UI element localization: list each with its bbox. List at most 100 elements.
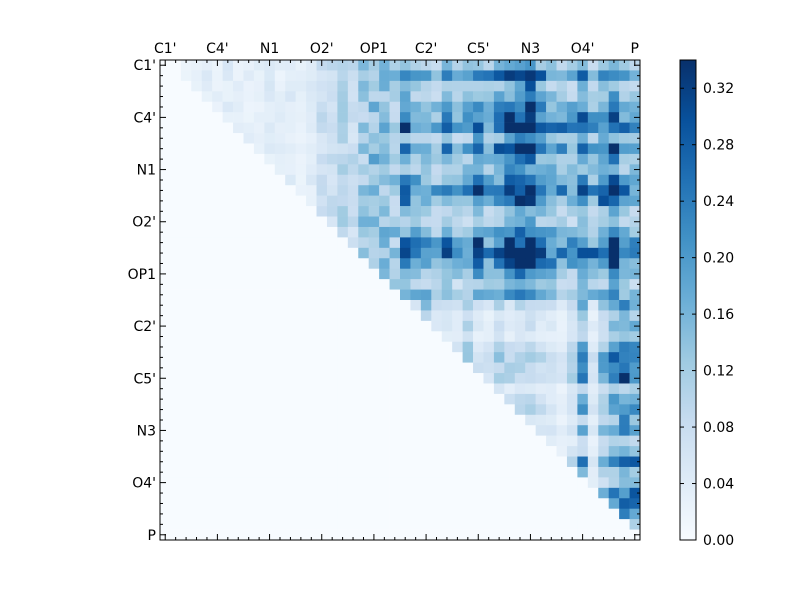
heatmap-cell (400, 80, 411, 92)
heatmap-cell (514, 60, 526, 71)
heatmap-cell (264, 133, 276, 144)
heatmap-cell (160, 237, 171, 249)
heatmap-cell (619, 300, 630, 311)
heatmap-cell (253, 143, 265, 155)
heatmap-cell (566, 258, 578, 269)
heatmap-cell (514, 80, 526, 92)
heatmap-cell (431, 331, 443, 343)
heatmap-cell (587, 466, 599, 478)
heatmap-cell (253, 289, 265, 301)
heatmap-cell (566, 237, 578, 249)
heatmap-cell (431, 519, 443, 530)
heatmap-cell (243, 414, 255, 426)
heatmap-cell (274, 60, 286, 71)
heatmap-cell (295, 414, 307, 426)
heatmap-cell (253, 341, 265, 353)
heatmap-cell (410, 425, 422, 436)
heatmap-cell (462, 226, 474, 238)
heatmap-cell (253, 456, 265, 468)
heatmap-cell (598, 487, 609, 499)
heatmap-cell (525, 153, 536, 165)
heatmap-cell (358, 310, 369, 322)
heatmap-cell (525, 247, 536, 259)
heatmap-cell (170, 143, 182, 155)
heatmap-cell (535, 101, 547, 113)
heatmap-cell (473, 268, 484, 280)
heatmap-cell (566, 300, 578, 311)
heatmap-cell (556, 195, 568, 207)
heatmap-cell (160, 122, 171, 134)
heatmap-cell (358, 435, 369, 447)
heatmap-cell (556, 279, 568, 290)
heatmap-cell (337, 206, 349, 217)
heatmap-cell (222, 206, 234, 217)
heatmap-cell (566, 101, 578, 113)
heatmap-cell (326, 185, 338, 196)
heatmap-cell (462, 529, 474, 541)
heatmap-cell (587, 477, 599, 489)
heatmap-cell (598, 112, 609, 123)
heatmap-cell (629, 80, 641, 92)
heatmap-cell (504, 112, 516, 123)
heatmap-cell (598, 60, 609, 71)
heatmap-cell (316, 185, 328, 196)
heatmap-cell (462, 331, 474, 343)
heatmap-cell (347, 70, 359, 82)
heatmap-cell (556, 300, 568, 311)
heatmap-cell (379, 279, 390, 290)
heatmap-cell (285, 143, 296, 155)
heatmap-cell (462, 279, 474, 290)
heatmap-cell (274, 268, 286, 280)
heatmap-cell (160, 331, 171, 343)
heatmap-cell (514, 206, 526, 217)
heatmap-cell (316, 383, 328, 395)
heatmap-cell (504, 373, 516, 384)
heatmap-cell (431, 446, 443, 457)
heatmap-cell (452, 331, 463, 343)
heatmap-cell (546, 466, 557, 478)
heatmap-cell (253, 268, 265, 280)
heatmap-cell (629, 487, 641, 499)
heatmap-cell (326, 300, 338, 311)
heatmap-cell (577, 101, 589, 113)
heatmap-cell (535, 425, 547, 436)
heatmap-cell (410, 174, 422, 186)
heatmap-cell (233, 529, 244, 541)
heatmap-cell (337, 143, 349, 155)
heatmap-cell (368, 404, 380, 416)
heatmap-cell (629, 466, 641, 478)
heatmap-cell (504, 101, 516, 113)
heatmap-cell (368, 300, 380, 311)
heatmap-cell (160, 466, 171, 478)
heatmap-cell (285, 268, 296, 280)
heatmap-cell (441, 404, 453, 416)
heatmap-cell (587, 383, 599, 395)
heatmap-cell (306, 185, 317, 196)
heatmap-cell (514, 331, 526, 343)
heatmap-cell (243, 519, 255, 530)
heatmap-cell (316, 300, 328, 311)
heatmap-cell (326, 112, 338, 123)
heatmap-cell (410, 466, 422, 478)
heatmap-cell (608, 529, 620, 541)
heatmap-cell (483, 101, 495, 113)
heatmap-cell (326, 91, 338, 103)
heatmap-cell (222, 164, 234, 176)
heatmap-cell (514, 456, 526, 468)
heatmap-cell (431, 498, 443, 509)
heatmap-cell (619, 373, 630, 384)
heatmap-cell (619, 174, 630, 186)
heatmap-cell (222, 373, 234, 384)
heatmap-cell (420, 216, 432, 228)
heatmap-cell (556, 529, 568, 541)
heatmap-cell (483, 70, 495, 82)
heatmap-cell (566, 331, 578, 343)
heatmap-cell (212, 404, 223, 416)
heatmap-cell (462, 300, 474, 311)
colorbar-tick-label: 0.12 (703, 364, 734, 380)
heatmap-cell (462, 216, 474, 228)
heatmap-cell (431, 425, 443, 436)
heatmap-cell (410, 206, 422, 217)
heatmap-cell (201, 112, 213, 123)
heatmap-cell (337, 268, 349, 280)
